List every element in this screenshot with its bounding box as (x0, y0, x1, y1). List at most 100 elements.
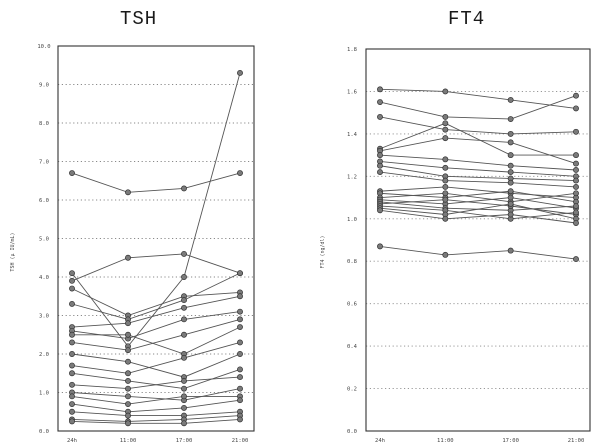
tsh-series-line (71, 418, 241, 424)
ft4-y-tick-label: 0.6 (347, 302, 357, 308)
ft4-y-tick-label: 0.2 (347, 387, 357, 393)
ft4-data-point (442, 164, 449, 171)
tsh-y-tick-label: 1.0 (39, 391, 49, 397)
tsh-data-point (69, 362, 75, 369)
tsh-data-point (69, 418, 75, 425)
tsh-series-line (71, 415, 241, 422)
ft4-data-point (507, 200, 514, 207)
ft4-data-point (507, 152, 514, 159)
tsh-series-line (71, 272, 241, 320)
tsh-y-tick-label: 0.0 (39, 429, 49, 435)
tsh-series-line (71, 288, 241, 316)
tsh-x-tick-label: 24h (67, 438, 77, 444)
ft4-data-point (507, 96, 514, 103)
ft4-data-point (377, 169, 383, 176)
ft4-data-point (442, 183, 449, 190)
tsh-y-tick-label: 5.0 (39, 237, 49, 243)
tsh-data-point (237, 416, 243, 423)
ft4-data-point (573, 167, 579, 173)
tsh-data-point (69, 277, 75, 284)
tsh-data-point (181, 404, 187, 411)
ft4-x-tick-label: 11:00 (437, 438, 454, 444)
ft4-data-point (442, 177, 449, 184)
ft4-series-line (379, 122, 576, 156)
tsh-data-point (181, 297, 187, 304)
tsh-data-point (125, 358, 131, 365)
ft4-data-point (442, 120, 449, 127)
ft4-data-point (573, 160, 579, 167)
ft4-data-point (573, 183, 579, 190)
ft4-series-line (379, 171, 577, 188)
tsh-data-point (237, 324, 243, 330)
ft4-data-point (573, 256, 579, 263)
ft4-x-tick-label: 21:00 (568, 438, 585, 444)
ft4-data-point (573, 92, 579, 99)
tsh-data-point (69, 170, 75, 176)
tsh-data-point (125, 189, 131, 196)
tsh-data-point (69, 301, 75, 307)
ft4-series-line (379, 186, 577, 199)
ft4-series-line (379, 199, 577, 215)
tsh-data-point (125, 331, 131, 338)
tsh-y-tick-label: 4.0 (39, 275, 49, 281)
ft4-series-line (379, 203, 577, 220)
ft4-data-point (507, 116, 514, 122)
ft4-data-point (507, 162, 514, 169)
ft4-x-tick-label: 24h (375, 438, 385, 444)
tsh-y-tick-label: 8.0 (39, 121, 49, 127)
ft4-x-tick-label: 17:00 (502, 438, 519, 444)
ft4-y-tick-label: 0.8 (347, 259, 357, 265)
tsh-data-point (181, 393, 187, 400)
tsh-series-line (71, 318, 241, 351)
ft4-series-line (379, 161, 577, 177)
tsh-data-point (237, 316, 243, 323)
tsh-data-point (181, 385, 187, 392)
tsh-data-point (237, 374, 243, 381)
tsh-data-point (181, 250, 187, 257)
ft4-y-tick-label: 0.4 (347, 344, 358, 350)
tsh-data-point (237, 170, 243, 176)
tsh-data-point (125, 420, 131, 427)
tsh-data-point (125, 347, 131, 354)
tsh-data-point (237, 351, 243, 357)
ft4-data-point (507, 211, 514, 218)
tsh-data-point (125, 370, 131, 377)
tsh-data-point (237, 293, 243, 300)
tsh-data-point (237, 385, 243, 392)
ft4-data-point (442, 251, 449, 258)
ft4-data-point (507, 130, 514, 137)
ft4-series-line (379, 209, 577, 224)
ft4-y-tick-label: 0.0 (347, 429, 357, 435)
tsh-data-point (69, 331, 75, 338)
tsh-data-point (181, 304, 187, 311)
ft4-data-point (573, 177, 579, 184)
chart-title-ft4: FT4 (448, 8, 486, 30)
tsh-x-tick-label: 11:00 (120, 438, 137, 444)
ft4-series-line (379, 154, 577, 171)
tsh-data-point (237, 397, 243, 404)
tsh-data-point (69, 339, 75, 346)
ft4-data-point (573, 152, 579, 159)
ft4-y-axis-label: FT4 (ng/dl) (320, 235, 326, 268)
ft4-series-line (379, 192, 577, 203)
ft4-y-tick-label: 1.6 (347, 89, 357, 95)
ft4-data-point (377, 162, 383, 169)
chart-title-tsh: TSH (120, 8, 158, 30)
ft4-data-point (507, 139, 514, 146)
tsh-data-point (125, 393, 131, 400)
tsh-data-point (181, 316, 187, 323)
ft4-y-tick-label: 1.8 (347, 47, 357, 53)
ft4-data-point (442, 88, 449, 95)
tsh-data-point (125, 320, 131, 327)
tsh-series-line (71, 353, 241, 378)
ft4-series-line (379, 165, 577, 182)
ft4-series-line (379, 137, 577, 165)
tsh-series-line (71, 395, 240, 405)
tsh-data-point (69, 401, 75, 407)
ft4-data-point (573, 190, 579, 197)
tsh-data-point (125, 385, 131, 392)
tsh-series-line (71, 295, 241, 328)
tsh-data-point (237, 270, 243, 277)
tsh-data-point (69, 270, 75, 277)
ft4-data-point (507, 188, 514, 195)
